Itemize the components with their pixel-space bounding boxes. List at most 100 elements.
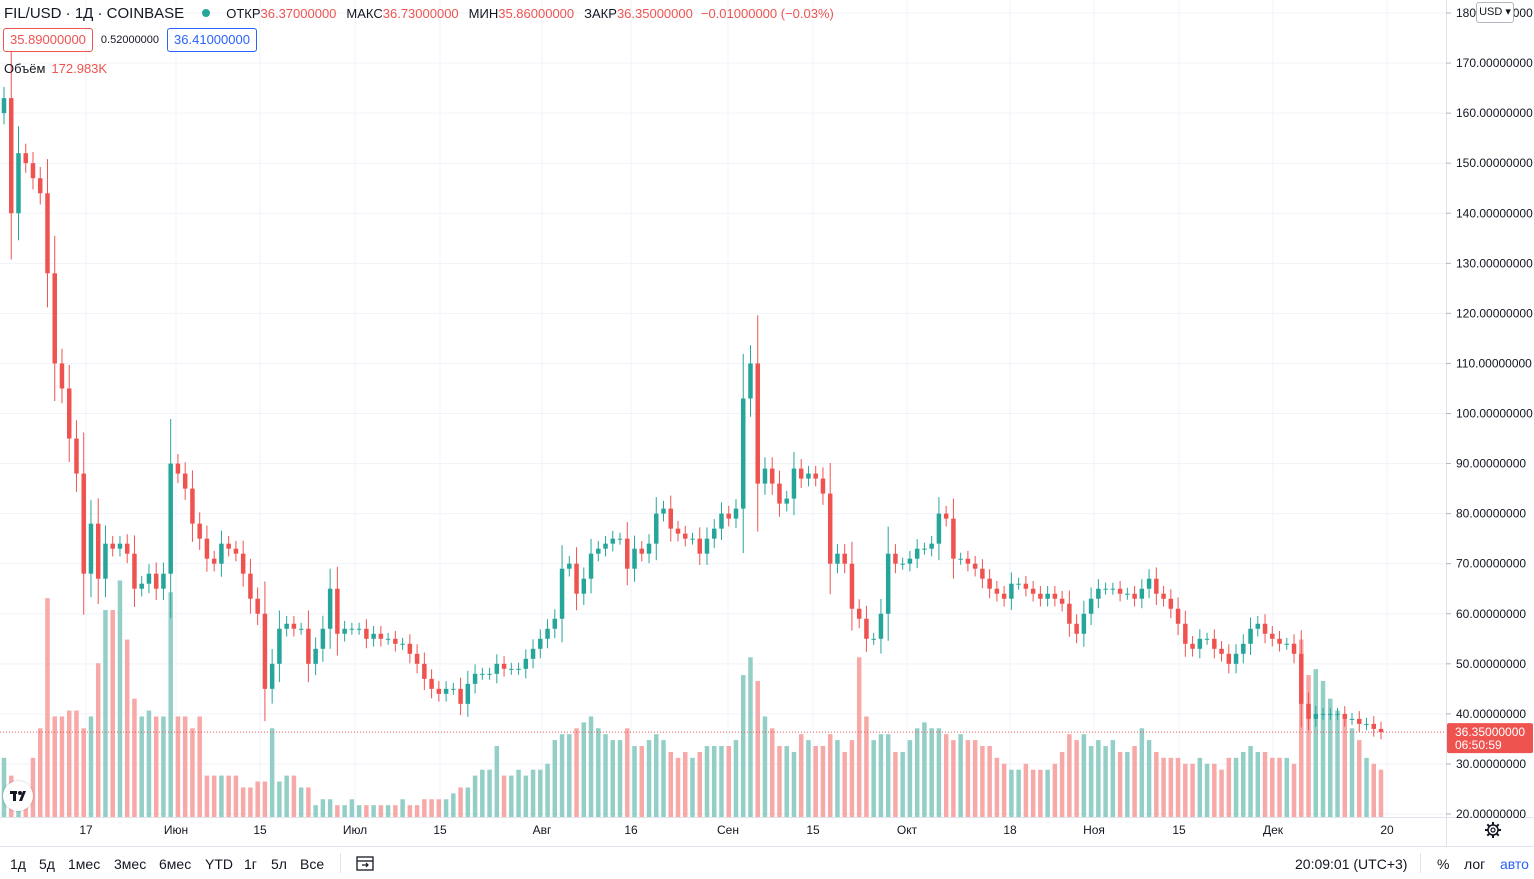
price-tick-label: 70.00000000: [1456, 557, 1526, 571]
volume-bar: [248, 787, 253, 817]
range-3m-button[interactable]: 3мес: [114, 856, 147, 872]
price-tick-label: 60.00000000: [1456, 607, 1526, 621]
volume-bar: [335, 805, 340, 817]
volume-bar: [1161, 757, 1166, 817]
range-ytd-button[interactable]: YTD: [205, 856, 233, 872]
volume-bar: [1349, 728, 1355, 817]
price-tick-label: 40.00000000: [1456, 707, 1526, 721]
candle-body: [1009, 583, 1014, 599]
volume-bar: [567, 734, 572, 817]
volume-bar: [393, 805, 398, 817]
sell-price-button[interactable]: 35.89000000: [3, 28, 93, 52]
candle-body: [414, 653, 420, 664]
candle-body: [1342, 713, 1348, 719]
volume-bar: [378, 805, 384, 817]
candle-body: [1248, 628, 1253, 644]
candle-body: [958, 558, 963, 560]
volume-bar: [900, 751, 905, 817]
log-scale-button[interactable]: лог: [1464, 856, 1486, 872]
price-tick-label: 20.00000000: [1456, 807, 1526, 821]
candle-body: [762, 468, 768, 484]
volume-bar: [1, 757, 7, 817]
range-1m-button[interactable]: 1мес: [68, 856, 101, 872]
volume-bar: [878, 734, 884, 817]
candle-body: [1284, 643, 1290, 645]
volume-bar: [255, 781, 260, 817]
date-range-icon[interactable]: [356, 855, 374, 871]
volume-bar: [603, 734, 608, 817]
candle-body: [161, 573, 166, 589]
time-tick-label: Июн: [164, 823, 188, 837]
candle-body: [269, 663, 275, 689]
price-tick-label: 120.00000000: [1456, 306, 1533, 320]
bar-countdown: 06:50:59: [1455, 738, 1502, 752]
candle-body: [436, 688, 442, 694]
range-1d-button[interactable]: 1д: [10, 856, 26, 872]
volume-bar: [262, 781, 268, 817]
candle-body: [748, 363, 753, 399]
range-5y-button[interactable]: 5л: [271, 856, 287, 872]
volume-bar: [842, 751, 847, 817]
volume-bar: [277, 781, 282, 817]
candle-body: [175, 463, 181, 474]
volume-bar: [1378, 769, 1384, 817]
price-tick-label: 150.00000000: [1456, 156, 1533, 170]
price-tick-label: 80.00000000: [1456, 507, 1526, 521]
volume-bar: [306, 787, 311, 817]
range-6m-button[interactable]: 6мес: [159, 856, 192, 872]
candle-body: [124, 543, 130, 554]
tradingview-logo[interactable]: [3, 781, 33, 811]
volume-bar: [1016, 769, 1021, 817]
currency-button[interactable]: USD ▾: [1476, 2, 1514, 23]
candle-body: [574, 563, 579, 594]
percent-scale-button[interactable]: %: [1437, 856, 1450, 872]
volume-bar: [59, 716, 65, 817]
symbol-title[interactable]: FIL/USD · 1Д · COINBASE: [4, 4, 185, 22]
volume-bar: [951, 740, 956, 817]
candle-body: [393, 638, 398, 644]
candle-body: [320, 628, 326, 649]
candle-body: [1212, 638, 1217, 649]
clock-timezone[interactable]: 20:09:01 (UTC+3): [1295, 856, 1408, 872]
candle-body: [900, 563, 905, 565]
candle-body: [1233, 653, 1239, 664]
buy-price-button[interactable]: 36.41000000: [167, 28, 257, 52]
auto-scale-button[interactable]: авто: [1500, 856, 1529, 872]
gear-icon[interactable]: [1483, 820, 1503, 840]
volume-bar: [1132, 746, 1137, 817]
volume-bar: [871, 740, 876, 817]
candle-body: [509, 668, 514, 670]
volume-bar: [240, 787, 246, 817]
candle-body: [1291, 643, 1297, 654]
candle-body: [342, 628, 347, 634]
volume-bar: [661, 740, 666, 817]
candle-body: [842, 553, 847, 564]
candle-body: [972, 563, 978, 569]
range-5d-button[interactable]: 5д: [39, 856, 55, 872]
volume-bar: [190, 728, 195, 817]
price-chart[interactable]: 180.00000000170.00000000160.00000000150.…: [0, 0, 1534, 846]
volume-bar: [1248, 746, 1253, 817]
volume-bar: [371, 805, 376, 817]
candle-body: [407, 643, 413, 654]
candle-body: [1125, 593, 1130, 595]
candle-body: [675, 528, 681, 534]
candle-body: [559, 568, 565, 619]
volume-bar: [1299, 639, 1304, 817]
candle-body: [211, 558, 217, 564]
candle-body: [849, 563, 855, 609]
range-all-button[interactable]: Все: [300, 856, 325, 872]
candle-body: [1016, 583, 1021, 585]
time-tick-label: 15: [253, 823, 267, 837]
candle-body: [719, 513, 724, 529]
candle-body: [1067, 603, 1072, 624]
open-value: 36.37000000: [260, 5, 337, 21]
range-1y-button[interactable]: 1г: [244, 856, 257, 872]
candle-body: [37, 178, 43, 194]
candle-body: [632, 548, 637, 569]
candle-body: [1378, 728, 1384, 733]
price-tick-label: 110.00000000: [1456, 356, 1532, 370]
candle-body: [204, 538, 210, 559]
candle-body: [168, 463, 173, 574]
volume-bar: [1117, 751, 1123, 817]
